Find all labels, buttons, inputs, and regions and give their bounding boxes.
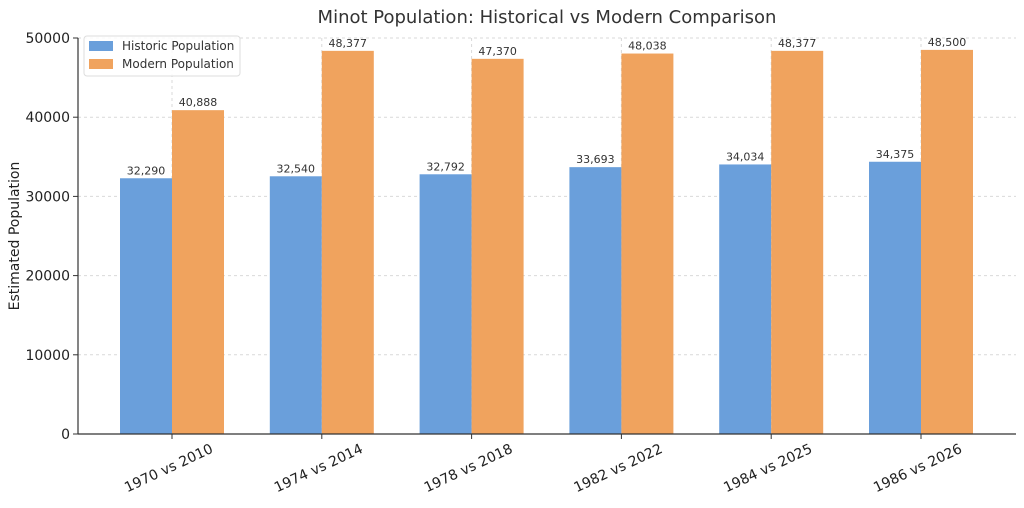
modern-population-bar	[921, 49, 973, 434]
modern-population-bar	[471, 58, 524, 435]
bar-value-label: 34,034	[726, 150, 765, 163]
modern-population-bar	[621, 53, 674, 435]
y-tick-label: 30000	[25, 189, 70, 205]
bar-value-label: 34,375	[876, 148, 915, 161]
bars-group	[120, 49, 973, 435]
bar-value-label: 33,693	[576, 153, 615, 166]
historic-population-bar	[269, 176, 322, 434]
bar-value-label: 48,377	[778, 37, 817, 50]
historic-population-bar	[120, 178, 172, 434]
bar-value-label: 40,888	[179, 96, 218, 109]
x-tick-label: 1970 vs 2010	[122, 441, 216, 496]
bar-value-label: 48,500	[928, 36, 967, 49]
x-tick-label: 1986 vs 2026	[871, 441, 965, 496]
y-tick-label: 10000	[25, 348, 70, 364]
modern-population-bar	[172, 110, 224, 434]
y-axis-label: Estimated Population	[7, 162, 23, 311]
historic-population-bar	[869, 161, 921, 434]
historic-population-bar	[569, 167, 622, 435]
historic-population-bar	[419, 174, 472, 434]
legend-label: Modern Population	[122, 57, 234, 71]
x-tick-label: 1978 vs 2018	[422, 441, 516, 496]
chart-title: Minot Population: Historical vs Modern C…	[318, 7, 777, 28]
y-tick-label: 20000	[25, 269, 70, 285]
x-axis-ticks: 1970 vs 2010 1974 vs 2014 1978 vs 2018 1982…	[122, 434, 965, 496]
modern-population-bar	[321, 50, 374, 435]
y-tick-label: 50000	[25, 31, 70, 47]
x-tick-label: 1982 vs 2022	[572, 441, 666, 496]
bar-value-label: 32,290	[127, 164, 166, 177]
x-tick-label: 1974 vs 2014	[272, 441, 366, 496]
y-axis-ticks: 0 10000 20000 30000 40000 50000	[25, 31, 78, 443]
bar-value-label: 32,792	[426, 160, 465, 173]
value-labels-group: 32,290 32,540 32,792 33,693 34,034 34,375 40,8…	[127, 36, 967, 177]
legend: Historic Population Modern Population	[83, 35, 241, 77]
bar-value-label: 48,038	[628, 40, 667, 53]
y-tick-label: 40000	[25, 110, 70, 126]
legend-label: Historic Population	[122, 39, 234, 53]
legend-box	[83, 35, 241, 77]
modern-population-bar	[771, 50, 824, 435]
bar-value-label: 48,377	[329, 37, 368, 50]
axes-spines	[77, 38, 1016, 435]
bar-value-label: 32,540	[277, 162, 316, 175]
bar-value-label: 47,370	[478, 45, 517, 58]
legend-swatch	[89, 59, 113, 69]
x-tick-label: 1984 vs 2025	[721, 441, 815, 496]
y-tick-label: 0	[61, 427, 70, 443]
legend-swatch	[89, 41, 113, 51]
historic-population-bar	[719, 164, 772, 434]
